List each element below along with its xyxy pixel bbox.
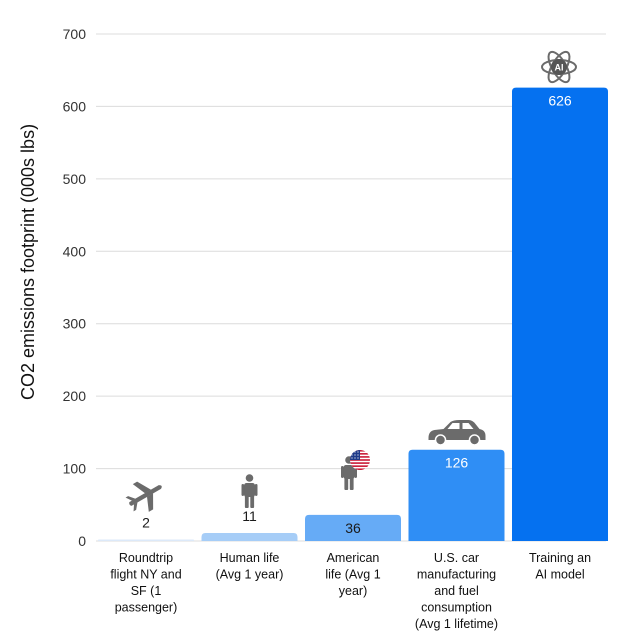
data-labels: 2 11 36 126 626: [142, 93, 572, 536]
y-tick-label: 500: [63, 171, 87, 187]
gridlines: [96, 33, 606, 542]
icons: AI: [125, 50, 577, 512]
category-labels: Roundtrip flight NY and SF (1 passenger) Hum…: [110, 551, 591, 631]
bar: [408, 449, 505, 541]
ai-atom-icon: AI: [541, 50, 577, 84]
american-person-icon: [341, 450, 370, 490]
data-label: 126: [445, 455, 469, 471]
x-tick-label: U.S. car manufacturing and fuel consumption…: [415, 551, 498, 631]
us-flag-icon: [350, 450, 370, 470]
person-icon: [241, 474, 258, 508]
car-icon: [428, 420, 486, 446]
data-label: 626: [548, 93, 572, 109]
bar: [98, 539, 194, 541]
y-tick-label: 200: [63, 388, 87, 404]
x-tick-label: American life (Avg 1 year): [325, 551, 380, 598]
y-tick-label: 0: [78, 533, 86, 549]
x-tick-label: Training an AI model: [529, 551, 591, 582]
x-tick-label: Human life (Avg 1 year): [216, 551, 284, 582]
data-label: 11: [242, 508, 257, 524]
ai-badge-text: AI: [555, 63, 564, 73]
data-label: 2: [142, 515, 150, 531]
bar: [305, 514, 401, 541]
data-label: 36: [345, 520, 361, 536]
y-tick-label: 400: [63, 243, 87, 259]
y-axis-title: CO2 emissions footprint (000s lbs): [18, 124, 38, 400]
y-tick-label: 100: [63, 461, 87, 477]
airplane-icon: [125, 481, 162, 512]
x-tick-label: Roundtrip flight NY and SF (1 passenger): [110, 551, 181, 615]
bar: [201, 533, 298, 541]
y-tick-label: 600: [63, 98, 87, 114]
bar: [512, 87, 608, 542]
y-axis-ticks: 0 100 200 300 400 500 600 700: [63, 26, 87, 549]
y-tick-label: 300: [63, 316, 87, 332]
y-tick-label: 700: [63, 26, 87, 42]
bars: [98, 87, 608, 542]
